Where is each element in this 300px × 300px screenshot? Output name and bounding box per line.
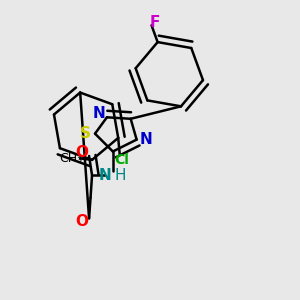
- Text: CH₃: CH₃: [59, 152, 82, 165]
- Text: O: O: [75, 146, 88, 160]
- Text: O: O: [75, 214, 88, 229]
- Text: N: N: [98, 168, 111, 183]
- Text: H: H: [115, 168, 126, 183]
- Text: Cl: Cl: [114, 153, 129, 167]
- Text: N: N: [92, 106, 105, 121]
- Text: N: N: [139, 131, 152, 146]
- Text: F: F: [149, 15, 160, 30]
- Text: S: S: [80, 126, 91, 141]
